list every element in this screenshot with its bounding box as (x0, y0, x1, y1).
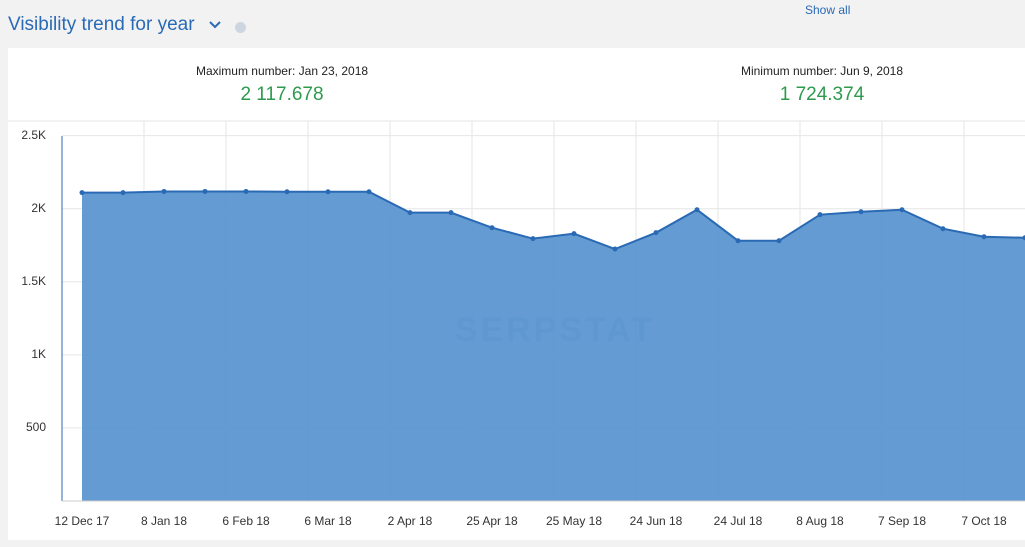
show-all-link[interactable]: Show all (805, 3, 851, 17)
y-tick-label: 2K (31, 201, 46, 215)
y-tick-label: 1.5K (21, 274, 46, 288)
x-tick-label: 2 Apr 18 (388, 514, 433, 528)
point (1022, 235, 1025, 241)
x-tick-label: 7 Oct 18 (961, 514, 1007, 528)
point (776, 238, 782, 244)
stat-label: Maximum number: Jan 23, 2018 (195, 64, 369, 78)
x-tick-label: 25 Apr 18 (466, 514, 518, 528)
x-tick-label: 6 Feb 18 (222, 514, 270, 528)
point (530, 236, 536, 242)
widget-title[interactable]: Visibility trend for year (8, 14, 195, 35)
point (79, 190, 85, 196)
point (653, 230, 659, 236)
y-tick-label: 1K (31, 347, 46, 361)
point (981, 234, 987, 240)
point (366, 189, 372, 195)
stat-value: 1 724.374 (779, 84, 865, 105)
point (817, 212, 823, 218)
stat-value: 2 117.678 (240, 84, 324, 105)
point (571, 231, 577, 237)
line (82, 190, 1025, 251)
stat-label: Minimum number: Jun 9, 2018 (740, 64, 904, 78)
x-tick-label: 25 May 18 (546, 514, 602, 528)
x-tick-label: 8 Jan 18 (141, 514, 187, 528)
area (82, 191, 1025, 501)
y-tick-label: 2.5K (21, 128, 46, 142)
point (489, 225, 495, 231)
point (694, 207, 700, 213)
point (407, 210, 413, 216)
x-tick-label: 24 Jul 18 (714, 514, 763, 528)
point (735, 238, 741, 244)
dropdown-icon[interactable] (208, 20, 222, 30)
point (284, 189, 290, 195)
point (899, 207, 905, 213)
x-tick-label: 12 Dec 17 (55, 514, 110, 528)
y-tick-label: 500 (26, 420, 46, 434)
info-icon[interactable] (235, 22, 246, 33)
point (120, 190, 126, 196)
point (612, 246, 618, 252)
point (325, 189, 331, 195)
point (161, 188, 167, 194)
point (858, 209, 864, 215)
x-tick-label: 8 Aug 18 (796, 514, 844, 528)
point (448, 210, 454, 216)
x-tick-label: 7 Sep 18 (878, 514, 926, 528)
point (940, 226, 946, 232)
max-stat: Maximum number: Jan 23, 2018 2 117.678 (132, 64, 432, 106)
point (243, 188, 249, 194)
x-tick-label: 6 Mar 18 (304, 514, 352, 528)
x-tick-label: 24 Jun 18 (630, 514, 683, 528)
point (202, 188, 208, 194)
min-stat: Minimum number: Jun 9, 2018 1 724.374 (672, 64, 972, 106)
